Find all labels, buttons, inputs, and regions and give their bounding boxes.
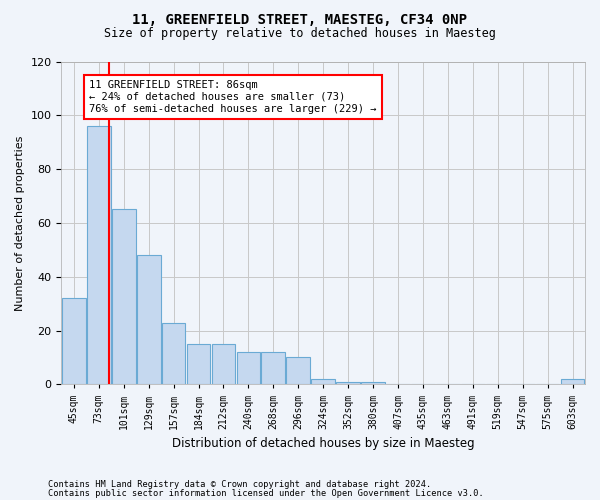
Bar [87,126,110,384]
Bar [112,210,136,384]
Text: Size of property relative to detached houses in Maesteg: Size of property relative to detached ho… [104,28,496,40]
Text: Contains public sector information licensed under the Open Government Licence v3: Contains public sector information licen… [48,488,484,498]
Bar [162,322,185,384]
X-axis label: Distribution of detached houses by size in Maesteg: Distribution of detached houses by size … [172,437,475,450]
Text: 11 GREENFIELD STREET: 86sqm
← 24% of detached houses are smaller (73)
76% of sem: 11 GREENFIELD STREET: 86sqm ← 24% of det… [89,80,376,114]
Y-axis label: Number of detached properties: Number of detached properties [15,136,25,310]
Bar [187,344,211,385]
Text: 11, GREENFIELD STREET, MAESTEG, CF34 0NP: 11, GREENFIELD STREET, MAESTEG, CF34 0NP [133,12,467,26]
Bar [62,298,86,384]
Bar [560,379,584,384]
Bar [212,344,235,385]
Text: Contains HM Land Registry data © Crown copyright and database right 2024.: Contains HM Land Registry data © Crown c… [48,480,431,489]
Bar [137,255,161,384]
Bar [236,352,260,384]
Bar [262,352,285,384]
Bar [361,382,385,384]
Bar [286,358,310,384]
Bar [336,382,360,384]
Bar [311,379,335,384]
